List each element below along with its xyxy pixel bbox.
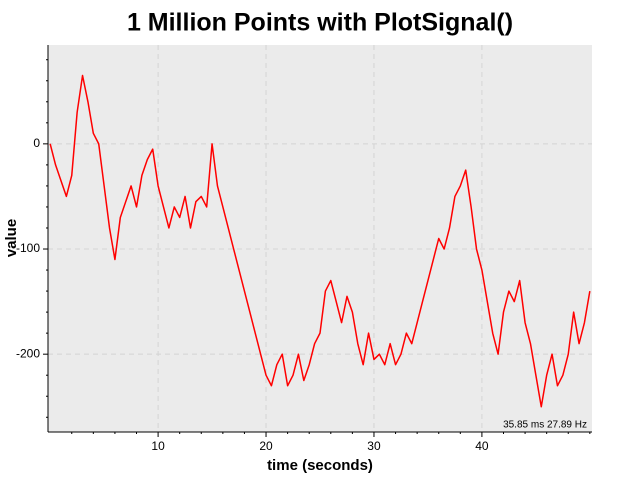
x-tick-label: 30 [367,439,381,453]
y-tick-label: -100 [16,241,40,255]
y-tick-label: -200 [16,346,40,360]
x-tick-label: 20 [259,439,273,453]
x-axis-label: time (seconds) [267,457,373,474]
signal-line [49,74,591,408]
plot-area [48,45,592,432]
x-tick-label: 10 [151,439,165,453]
y-tick-label: 0 [33,136,40,150]
annotation: 35.85 ms 27.89 Hz [503,420,587,431]
y-axis-label: value [3,219,20,257]
chart-title: 1 Million Points with PlotSignal() [127,9,513,37]
x-tick-label: 40 [475,439,489,453]
